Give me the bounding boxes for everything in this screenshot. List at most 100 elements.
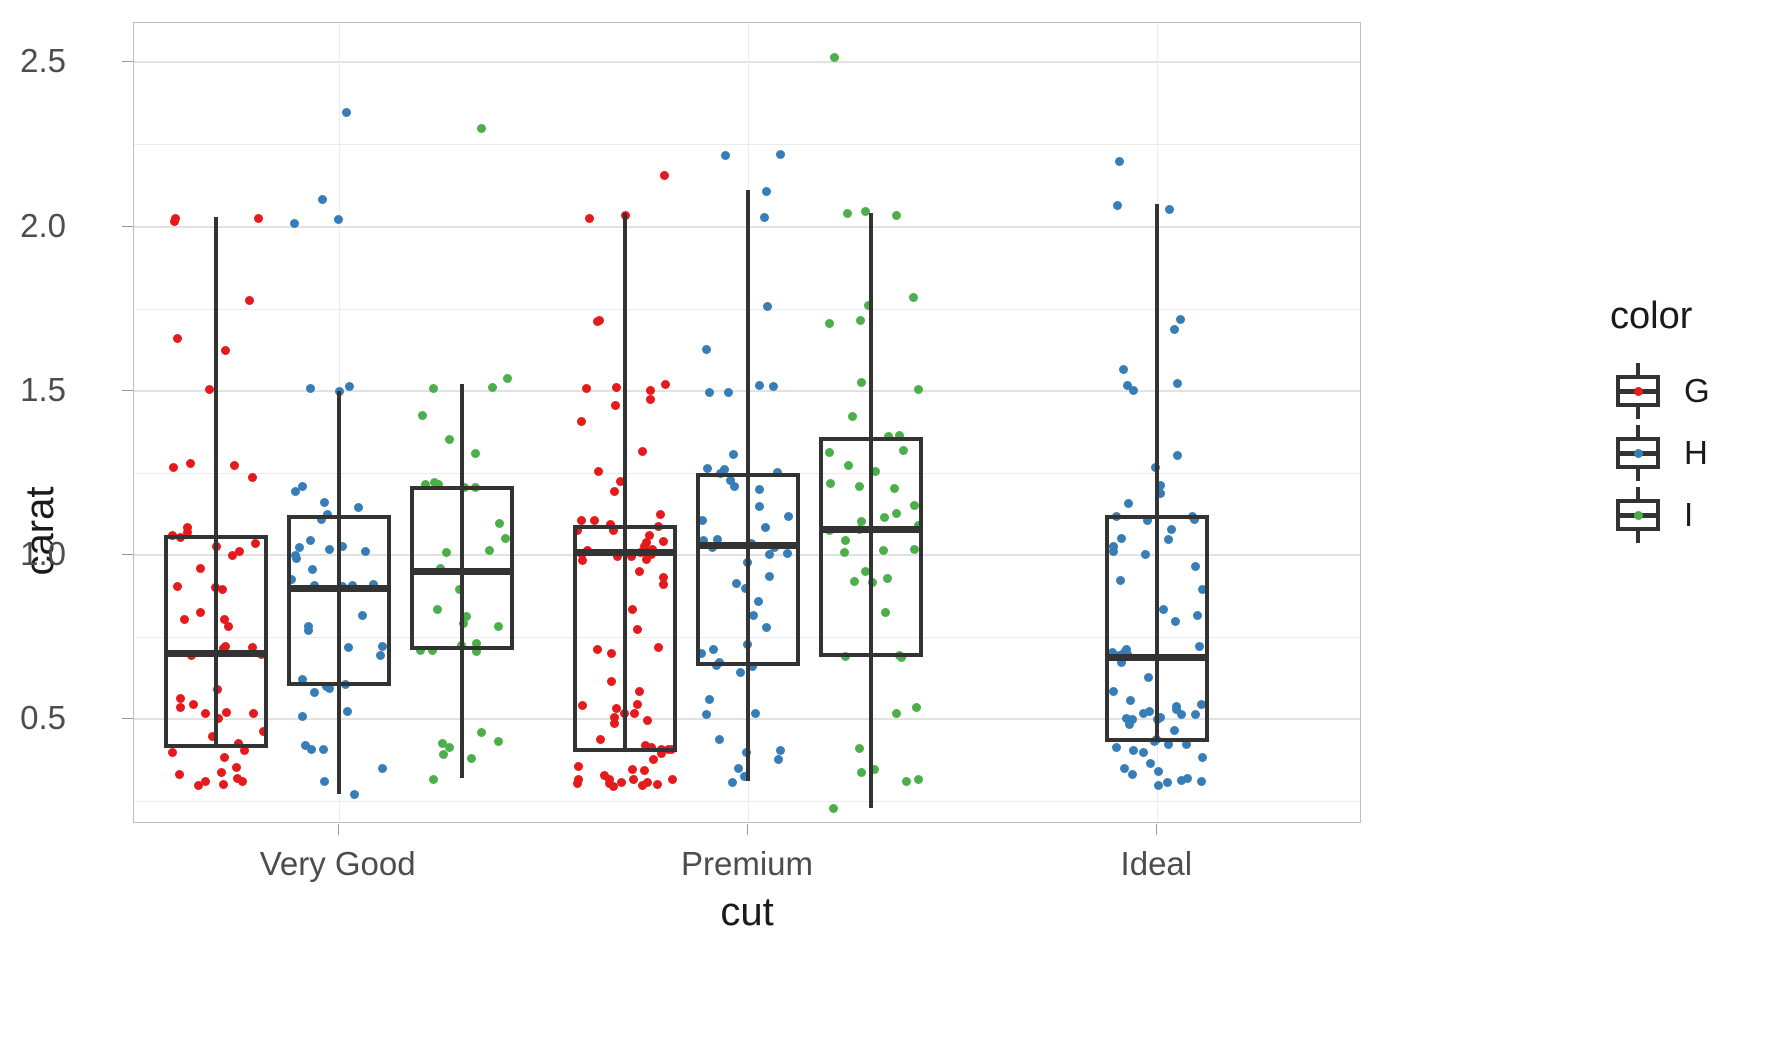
jitter-point bbox=[494, 736, 504, 746]
jitter-point bbox=[1139, 747, 1149, 757]
jitter-point bbox=[910, 544, 920, 554]
jitter-point bbox=[728, 450, 738, 460]
jitter-point bbox=[292, 553, 302, 563]
jitter-point bbox=[736, 668, 746, 678]
jitter-point bbox=[776, 150, 786, 160]
jitter-point bbox=[615, 476, 625, 486]
jitter-point bbox=[298, 711, 308, 721]
jitter-point bbox=[1159, 605, 1169, 615]
jitter-point bbox=[345, 382, 355, 392]
boxplot-box bbox=[1105, 515, 1210, 742]
jitter-point bbox=[910, 501, 920, 511]
jitter-point bbox=[349, 789, 359, 799]
jitter-point bbox=[222, 707, 232, 717]
jitter-point bbox=[235, 547, 245, 557]
jitter-point bbox=[855, 743, 865, 753]
jitter-point bbox=[891, 210, 901, 220]
y-tick-mark bbox=[122, 225, 133, 227]
jitter-point bbox=[1116, 657, 1126, 667]
jitter-point bbox=[248, 709, 258, 719]
jitter-point bbox=[459, 618, 469, 628]
jitter-point bbox=[776, 745, 786, 755]
jitter-point bbox=[1197, 752, 1207, 762]
jitter-point bbox=[645, 394, 655, 404]
jitter-point bbox=[1127, 714, 1137, 724]
jitter-point bbox=[642, 555, 652, 565]
jitter-point bbox=[902, 776, 912, 786]
x-tick-label: Ideal bbox=[1120, 845, 1193, 882]
jitter-point bbox=[632, 624, 642, 634]
legend-item-i[interactable]: I bbox=[1610, 484, 1770, 546]
jitter-point bbox=[909, 293, 919, 303]
legend-point-icon bbox=[1634, 511, 1643, 520]
jitter-point bbox=[1156, 488, 1165, 498]
jitter-point bbox=[501, 533, 511, 543]
jitter-point bbox=[493, 621, 503, 631]
jitter-point bbox=[360, 547, 370, 557]
jitter-point bbox=[322, 510, 332, 520]
jitter-point bbox=[840, 535, 850, 545]
jitter-point bbox=[172, 334, 182, 344]
jitter-point bbox=[298, 481, 308, 491]
jitter-point bbox=[702, 344, 712, 354]
jitter-point bbox=[298, 674, 308, 684]
boxplot-box bbox=[819, 436, 923, 657]
jitter-point bbox=[1123, 499, 1133, 509]
jitter-point bbox=[740, 583, 750, 593]
jitter-point bbox=[1138, 709, 1148, 719]
jitter-point bbox=[1122, 714, 1132, 724]
legend-title: color bbox=[1610, 295, 1693, 337]
jitter-point bbox=[1124, 720, 1134, 730]
jitter-point bbox=[696, 649, 706, 659]
jitter-point bbox=[638, 446, 648, 456]
jitter-point bbox=[467, 754, 477, 764]
jitter-point bbox=[1143, 516, 1153, 526]
jitter-point bbox=[1122, 380, 1132, 390]
jitter-point bbox=[578, 700, 588, 710]
jitter-point bbox=[628, 775, 638, 785]
jitter-point bbox=[182, 527, 192, 537]
jitter-point bbox=[337, 541, 347, 551]
jitter-point bbox=[891, 709, 901, 719]
jitter-point bbox=[660, 171, 670, 181]
legend-item-h[interactable]: H bbox=[1610, 422, 1770, 484]
jitter-point bbox=[628, 605, 638, 615]
jitter-point bbox=[848, 412, 858, 422]
boxplot-whisker bbox=[213, 216, 218, 749]
jitter-point bbox=[377, 764, 387, 774]
jitter-point bbox=[303, 625, 313, 635]
boxplot-median bbox=[573, 548, 677, 556]
boxplot-whisker bbox=[746, 190, 750, 782]
jitter-point bbox=[1175, 315, 1185, 325]
jitter-point bbox=[354, 502, 364, 512]
jitter-point bbox=[1173, 378, 1183, 388]
jitter-point bbox=[698, 515, 708, 525]
jitter-point bbox=[856, 517, 866, 527]
jitter-point bbox=[417, 411, 427, 421]
jitter-point bbox=[219, 780, 229, 790]
jitter-point bbox=[343, 707, 353, 717]
jitter-point bbox=[437, 739, 447, 748]
boxplot-median bbox=[1105, 653, 1210, 661]
jitter-point bbox=[627, 764, 637, 774]
jitter-point bbox=[724, 388, 734, 398]
jitter-point bbox=[599, 770, 609, 780]
jitter-point bbox=[646, 385, 656, 395]
jitter-point bbox=[495, 519, 505, 529]
jitter-point bbox=[637, 780, 647, 790]
gridline-minor bbox=[134, 144, 1360, 146]
jitter-point bbox=[763, 302, 773, 312]
jitter-point bbox=[454, 584, 464, 594]
jitter-point bbox=[825, 318, 835, 328]
jitter-point bbox=[1197, 776, 1207, 786]
jitter-point bbox=[476, 728, 486, 738]
jitter-point bbox=[186, 459, 196, 469]
gridline-major bbox=[134, 61, 1360, 64]
legend-item-g[interactable]: G bbox=[1610, 360, 1770, 422]
jitter-point bbox=[1191, 562, 1201, 572]
jitter-point bbox=[856, 377, 866, 387]
jitter-point bbox=[608, 781, 618, 791]
y-tick-label: 2.0 bbox=[20, 206, 66, 244]
jitter-point bbox=[1170, 325, 1180, 335]
